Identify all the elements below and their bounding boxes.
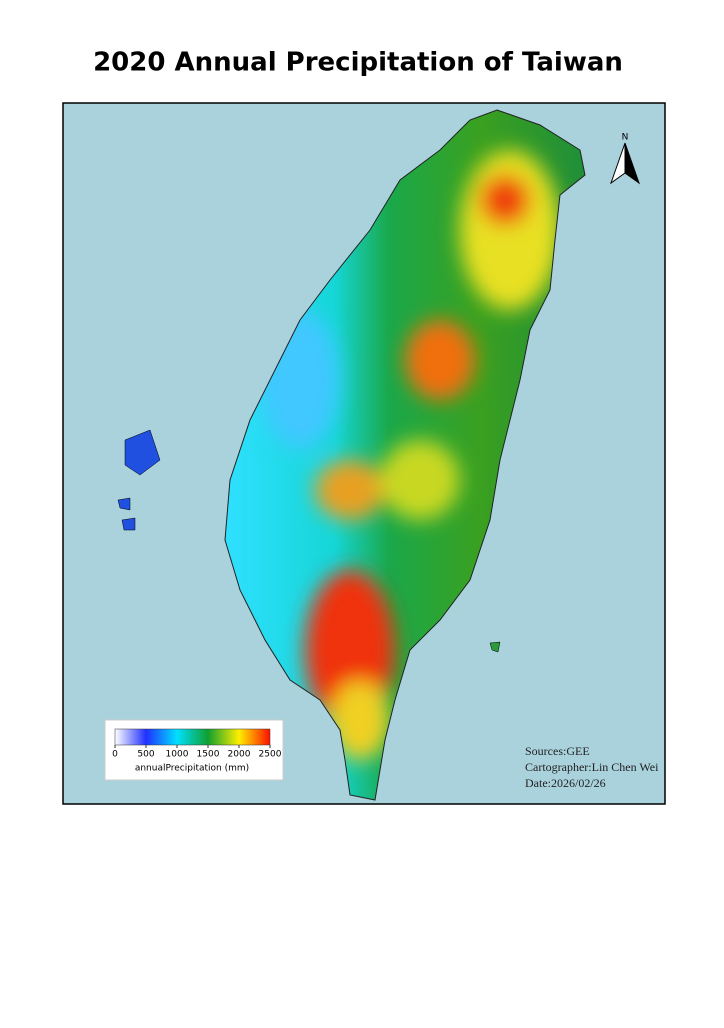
title: 2020 Annual Precipitation of Taiwan (93, 48, 623, 78)
credits: Sources:GEE Cartographer:Lin Chen Wei Da… (525, 744, 659, 790)
legend-label: annualPrecipitation (mm) (135, 764, 249, 774)
north-label: N (622, 133, 629, 143)
colorbar (114, 728, 271, 746)
tick-label: 1000 (166, 750, 189, 760)
credit: Sources:GEE (525, 744, 590, 758)
north-arrow: N (610, 133, 640, 185)
tick-label: 2000 (228, 750, 251, 760)
credit: Cartographer:Lin Chen Wei (525, 760, 659, 774)
legend: annualPrecipitation (mm) 0 500 1000 1500 200… (104, 719, 284, 781)
tick-label: 1500 (197, 750, 220, 760)
credit: Date:2026/02/26 (525, 776, 606, 790)
tick-label: 0 (112, 750, 118, 760)
rain-field (260, 150, 560, 760)
tick-label: 500 (137, 750, 154, 760)
tick-label: 2500 (259, 750, 282, 760)
